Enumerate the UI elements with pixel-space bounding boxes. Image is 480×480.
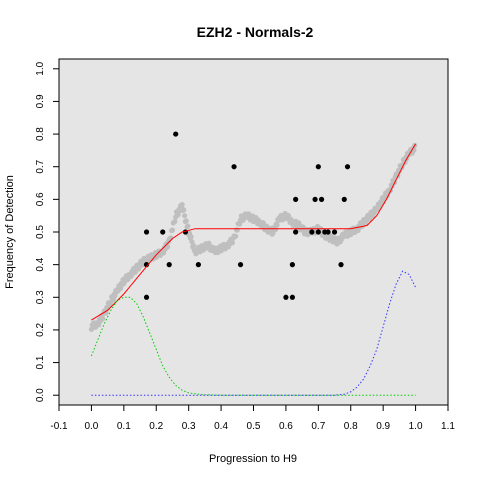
x-axis: -0.1 0.0 0.1 0.2 0.3 0.4 0.5 0.6 0.7 0.8 0.9 1.0 1.1	[50, 405, 455, 432]
y-axis: 0.0 0.1 0.2 0.3 0.4 0.5 0.6 0.7 0.8 0.9 1.0	[35, 61, 59, 402]
data-point	[318, 196, 325, 202]
data-point	[293, 196, 299, 202]
data-point	[315, 229, 321, 235]
data-point	[143, 229, 150, 235]
chart-title: EZH2 - Normals-2	[197, 24, 314, 40]
band-point	[274, 222, 280, 228]
x-tick-label: 0.6	[279, 421, 293, 432]
data-point	[143, 294, 150, 300]
y-tick-label: 0.7	[35, 159, 46, 173]
x-tick-label: 0.3	[182, 421, 196, 432]
data-point	[309, 229, 315, 235]
data-point	[312, 196, 318, 202]
series-line	[91, 143, 417, 321]
x-tick-label: 0.9	[376, 421, 390, 432]
band-point	[100, 316, 106, 322]
y-tick-label: 0.9	[35, 94, 46, 108]
series-line	[90, 296, 416, 396]
data-point	[331, 229, 338, 235]
data-point	[344, 164, 351, 170]
band-point	[229, 240, 236, 246]
data-point	[231, 164, 237, 170]
y-axis-label: Frequency of Detection	[4, 175, 16, 289]
x-axis-label: Progression to H9	[209, 453, 297, 465]
data-point	[338, 262, 344, 268]
plot-area	[58, 58, 449, 406]
x-tick-label: 1.0	[409, 421, 423, 432]
y-tick-label: 0.6	[35, 192, 46, 206]
data-point	[289, 294, 295, 300]
band-point	[183, 218, 189, 224]
y-tick-label: 0.3	[35, 290, 46, 304]
y-tick-label: 0.2	[35, 323, 46, 337]
x-tick-label: 0.0	[84, 421, 98, 432]
y-tick-label: 1.0	[35, 61, 46, 75]
band-point	[164, 244, 171, 250]
data-point	[293, 229, 299, 235]
data-point	[325, 229, 331, 235]
data-point	[160, 229, 166, 235]
data-point	[289, 262, 295, 268]
x-tick-label: -0.1	[50, 421, 68, 432]
x-tick-label: 0.1	[117, 421, 131, 432]
series-line	[91, 270, 417, 396]
data-point	[341, 196, 347, 202]
band-point	[233, 233, 239, 239]
band-point	[272, 227, 278, 233]
x-tick-label: 0.4	[214, 421, 228, 432]
x-tick-label: 0.2	[149, 421, 163, 432]
band-point	[132, 269, 138, 275]
series-layer	[88, 131, 418, 396]
band-point	[185, 223, 191, 229]
data-point	[283, 294, 289, 300]
band-point	[182, 213, 188, 219]
band-point	[190, 242, 197, 248]
data-point	[315, 164, 321, 170]
series-points	[143, 131, 351, 300]
y-tick-label: 0.0	[35, 388, 46, 402]
y-tick-label: 0.4	[35, 257, 46, 271]
x-tick-label: 0.8	[344, 421, 358, 432]
band-point	[169, 227, 176, 233]
data-point	[195, 262, 201, 268]
series-line	[91, 270, 417, 396]
x-tick-label: 1.1	[441, 421, 455, 432]
data-point	[237, 262, 244, 268]
band-point	[181, 207, 187, 213]
x-tick-label: 0.5	[247, 421, 261, 432]
data-point	[166, 262, 172, 268]
y-tick-label: 0.5	[35, 225, 46, 239]
band-point	[172, 218, 178, 225]
data-point	[173, 131, 179, 137]
x-tick-label: 0.7	[311, 421, 325, 432]
y-tick-label: 0.8	[35, 127, 46, 141]
band-point	[179, 201, 185, 208]
series-line	[90, 296, 416, 396]
data-point	[143, 262, 150, 268]
band-point	[188, 234, 194, 240]
series-line	[91, 143, 417, 321]
y-tick-label: 0.1	[35, 355, 46, 369]
